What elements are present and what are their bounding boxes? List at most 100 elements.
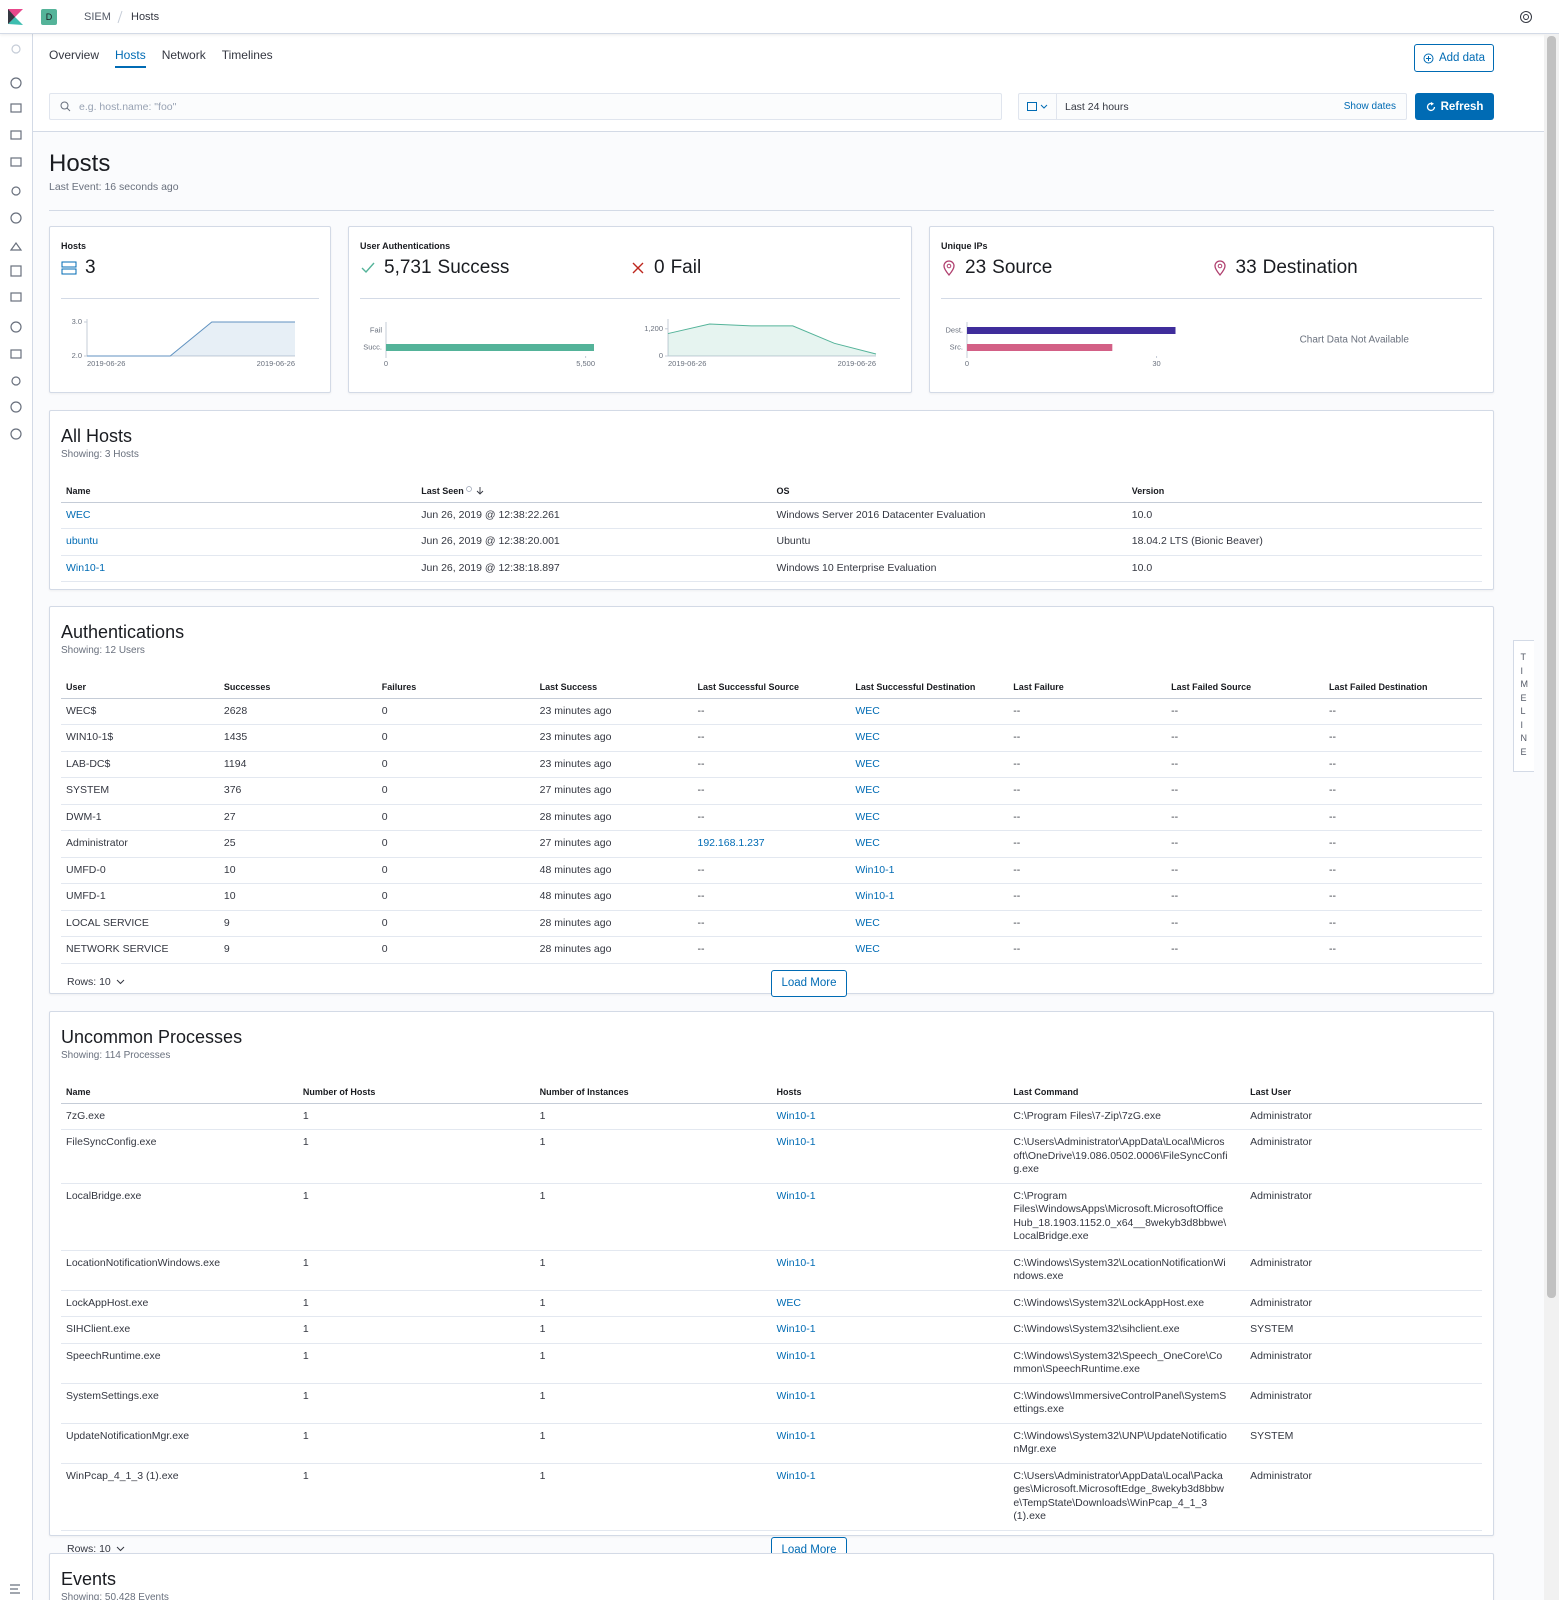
panel-subtitle: Showing: 50,428 Events bbox=[61, 1592, 169, 1600]
sort-icons bbox=[465, 485, 484, 495]
column-header: Last Failed Destination bbox=[1324, 676, 1482, 699]
cell-link[interactable]: Win10-1 bbox=[771, 1103, 1009, 1130]
cell-link[interactable]: WEC bbox=[771, 1290, 1009, 1317]
date-range: Last 24 hours bbox=[1065, 100, 1129, 113]
icon bbox=[61, 261, 77, 275]
cell: C:\Users\Administrator\AppData\Local\Mic… bbox=[1008, 1129, 1246, 1184]
cell-link[interactable]: Win10-1 bbox=[850, 883, 1009, 911]
header-row: Name Last Seen OS Version bbox=[61, 480, 1482, 503]
cell: Administrator bbox=[1245, 1103, 1482, 1130]
scrollbar-thumb[interactable] bbox=[1547, 36, 1556, 1298]
area bbox=[668, 324, 876, 356]
cell-link[interactable]: Win10-1 bbox=[771, 1343, 1009, 1384]
cell-link[interactable]: Win10-1 bbox=[771, 1250, 1009, 1291]
show-dates[interactable]: Show dates bbox=[1343, 101, 1396, 112]
cell: C:\Windows\System32\Speech_OneCore\Commo… bbox=[1008, 1343, 1246, 1384]
column-label: Last Failure bbox=[1013, 681, 1064, 692]
cell: 0 bbox=[376, 857, 535, 884]
cell: -- bbox=[1166, 777, 1324, 805]
cell: -- bbox=[1008, 724, 1167, 752]
cell-link[interactable]: Win10-1 bbox=[771, 1423, 1009, 1464]
load-more-button[interactable]: Load More bbox=[771, 969, 847, 997]
column-label: Last Success bbox=[539, 681, 598, 692]
add-data-button[interactable]: Add data bbox=[1414, 44, 1494, 72]
header-row: User Successes Failures Last Success Last Su… bbox=[61, 676, 1482, 699]
cell-link[interactable]: Win10-1 bbox=[771, 1463, 1009, 1531]
cell: Administrator bbox=[1245, 1250, 1482, 1291]
column-label: Last Failed Destination bbox=[1329, 681, 1428, 692]
space-badge[interactable]: D bbox=[41, 9, 57, 25]
cell-link[interactable]: WEC bbox=[61, 502, 417, 529]
rows-per-page[interactable]: Rows: 10 bbox=[67, 976, 125, 988]
cell-link[interactable]: WEC bbox=[850, 936, 1009, 964]
column-label: Name bbox=[66, 485, 91, 496]
search-placeholder: e.g. host.name: "foo" bbox=[79, 100, 177, 113]
kpi-card: Unique IPs 23 Source 33 Destination Dest. Src.… bbox=[929, 226, 1494, 393]
cell-link[interactable]: WEC bbox=[850, 830, 1009, 858]
refresh-button[interactable]: Refresh bbox=[1415, 93, 1494, 120]
kpi-label: Destination bbox=[1262, 257, 1358, 278]
rows-per-page[interactable]: Rows: 10 bbox=[67, 1543, 125, 1555]
column-header: Name bbox=[61, 1081, 298, 1104]
cell: LOCAL SERVICE bbox=[61, 910, 219, 937]
cell: -- bbox=[692, 698, 851, 725]
icon-part bbox=[632, 262, 644, 274]
cell-link[interactable]: WEC bbox=[850, 777, 1009, 805]
cell-link[interactable]: WEC bbox=[850, 804, 1009, 831]
cell: -- bbox=[1324, 777, 1482, 805]
table-row: WEC$ 2628 0 23 minutes ago -- WEC -- -- -- bbox=[61, 698, 1482, 725]
y-tick-label: Succ. bbox=[363, 342, 382, 351]
tab[interactable]: Network bbox=[161, 48, 206, 62]
card-divider bbox=[941, 298, 1482, 299]
line bbox=[87, 321, 295, 357]
cell-link[interactable]: Win10-1 bbox=[771, 1316, 1009, 1344]
table-row: SYSTEM 376 0 27 minutes ago -- WEC -- -- -- bbox=[61, 777, 1482, 805]
help-icon[interactable] bbox=[1519, 10, 1533, 24]
cell: 48 minutes ago bbox=[534, 857, 693, 884]
sort-arrow bbox=[476, 486, 484, 495]
breadcrumb[interactable]: SIEM bbox=[84, 11, 111, 23]
tab[interactable]: Hosts bbox=[115, 48, 146, 68]
column-header: Version bbox=[1126, 480, 1482, 503]
cell-link[interactable]: WEC bbox=[850, 910, 1009, 937]
cell-link[interactable]: WEC bbox=[850, 724, 1009, 752]
cell: Windows Server 2016 Datacenter Evaluatio… bbox=[771, 502, 1127, 529]
table: Name Last Seen OS Version WEC Jun 26, 2019 @ … bbox=[61, 480, 1482, 582]
cell-link[interactable]: ubuntu bbox=[61, 528, 417, 556]
search-bar[interactable]: e.g. host.name: "foo" bbox=[49, 93, 1002, 120]
cell-link[interactable]: Win10-1 bbox=[771, 1383, 1009, 1424]
cell: 10.0 bbox=[1126, 502, 1482, 529]
cell: -- bbox=[692, 751, 851, 778]
icon bbox=[1423, 53, 1434, 63]
calendar-icon bbox=[1026, 102, 1047, 111]
cell: 376 bbox=[218, 777, 377, 805]
mini-chart: Fail Succ.0 5,500 bbox=[363, 322, 595, 368]
cell: 10 bbox=[218, 883, 377, 911]
cell-link[interactable]: Win10-1 bbox=[771, 1183, 1009, 1251]
cell-link[interactable]: WEC bbox=[850, 751, 1009, 778]
breadcrumb-separator bbox=[117, 10, 123, 24]
card-divider bbox=[61, 298, 319, 299]
date-picker[interactable]: Last 24 hours Show dates bbox=[1018, 93, 1407, 120]
tab[interactable]: Overview bbox=[49, 48, 100, 62]
tab[interactable]: Timelines bbox=[221, 48, 273, 62]
cell-link[interactable]: 192.168.1.237 bbox=[692, 830, 851, 858]
rows-label: Rows: 10 bbox=[67, 1542, 111, 1555]
breadcrumb: Hosts bbox=[131, 11, 160, 23]
timeline-tab[interactable]: TIMELINE bbox=[1513, 640, 1534, 772]
cell: 23 minutes ago bbox=[534, 698, 693, 725]
column-label: Last Command bbox=[1013, 1086, 1079, 1097]
cell: 1 bbox=[297, 1103, 535, 1130]
table-row: WEC Jun 26, 2019 @ 12:38:22.261 Windows Se… bbox=[61, 502, 1482, 529]
cell-link[interactable]: WEC bbox=[850, 698, 1009, 725]
cell-link[interactable]: Win10-1 bbox=[771, 1129, 1009, 1184]
cell-link[interactable]: Win10-1 bbox=[850, 857, 1009, 884]
cell-link[interactable]: Win10-1 bbox=[61, 555, 417, 582]
cell: 1 bbox=[534, 1183, 772, 1251]
column-header: Last Success bbox=[534, 676, 693, 699]
search-icon bbox=[60, 101, 71, 112]
cell: LocalBridge.exe bbox=[61, 1183, 298, 1251]
quick-menu[interactable] bbox=[1019, 94, 1057, 119]
kpi-card: User Authentications 5,731 Success 0 Fail Fai… bbox=[348, 226, 912, 393]
cell: SystemSettings.exe bbox=[61, 1383, 298, 1424]
